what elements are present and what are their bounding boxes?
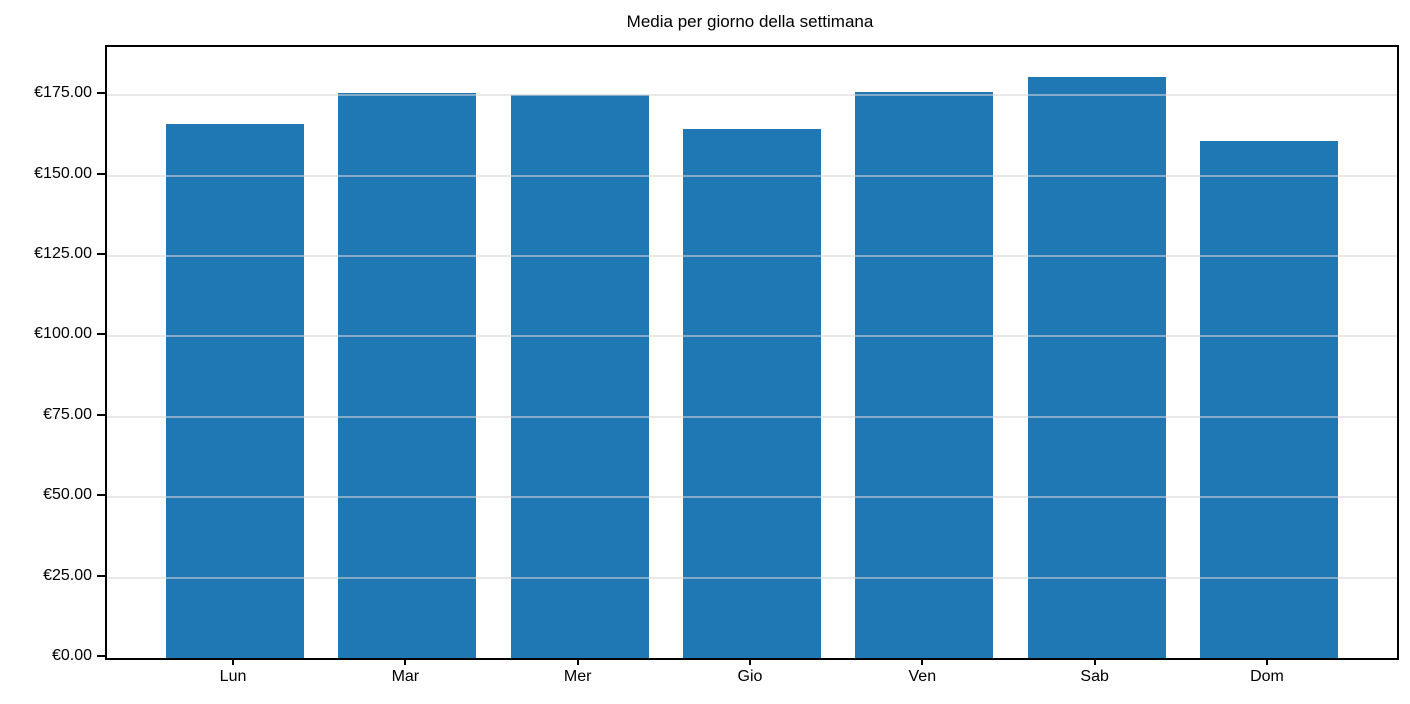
x-tick-label-gio: Gio <box>737 668 763 685</box>
x-tick-mark <box>404 658 407 665</box>
bar-ven <box>855 92 994 658</box>
y-tick-label: €100.00 <box>34 325 92 343</box>
x-tick-label-lun: Lun <box>219 668 247 685</box>
x-tick-label-dom: Dom <box>1250 668 1284 685</box>
bar-dom <box>1200 140 1338 658</box>
bar-mer <box>510 94 649 658</box>
y-tick-label: €0.00 <box>51 647 92 664</box>
y-tick-mark <box>97 574 105 577</box>
y-tick-mark <box>97 494 105 497</box>
bar-lun <box>166 123 304 658</box>
x-tick-label-ven: Ven <box>908 668 937 685</box>
x-tick-mark <box>232 658 235 665</box>
bar-sab <box>1027 76 1166 658</box>
y-tick-mark <box>97 253 105 256</box>
x-tick-mark <box>576 658 579 665</box>
y-tick-label: €25.00 <box>43 566 92 584</box>
x-tick-label-mer: Mer <box>563 668 592 685</box>
plot-area <box>105 45 1399 660</box>
y-tick-mark <box>97 413 105 416</box>
bar-mar <box>338 93 477 658</box>
x-tick-label-sab: Sab <box>1080 668 1109 685</box>
y-tick-mark <box>97 333 105 336</box>
x-tick-label-mar: Mar <box>391 668 420 685</box>
y-tick-mark <box>97 655 105 657</box>
x-tick-mark <box>1265 658 1268 665</box>
gridline <box>107 94 1397 97</box>
x-tick-mark <box>921 658 924 665</box>
y-tick-label: €75.00 <box>43 405 92 423</box>
x-tick-mark <box>1093 658 1096 665</box>
y-tick-mark <box>97 172 105 175</box>
bar-gio <box>683 128 821 658</box>
y-tick-label: €125.00 <box>34 245 92 263</box>
x-tick-mark <box>749 658 751 665</box>
y-tick-label: €150.00 <box>34 164 92 182</box>
y-tick-label: €175.00 <box>34 84 92 102</box>
chart-title: Media per giorno della settimana <box>626 12 874 31</box>
y-tick-label: €50.00 <box>43 486 92 504</box>
y-tick-mark <box>97 92 105 95</box>
